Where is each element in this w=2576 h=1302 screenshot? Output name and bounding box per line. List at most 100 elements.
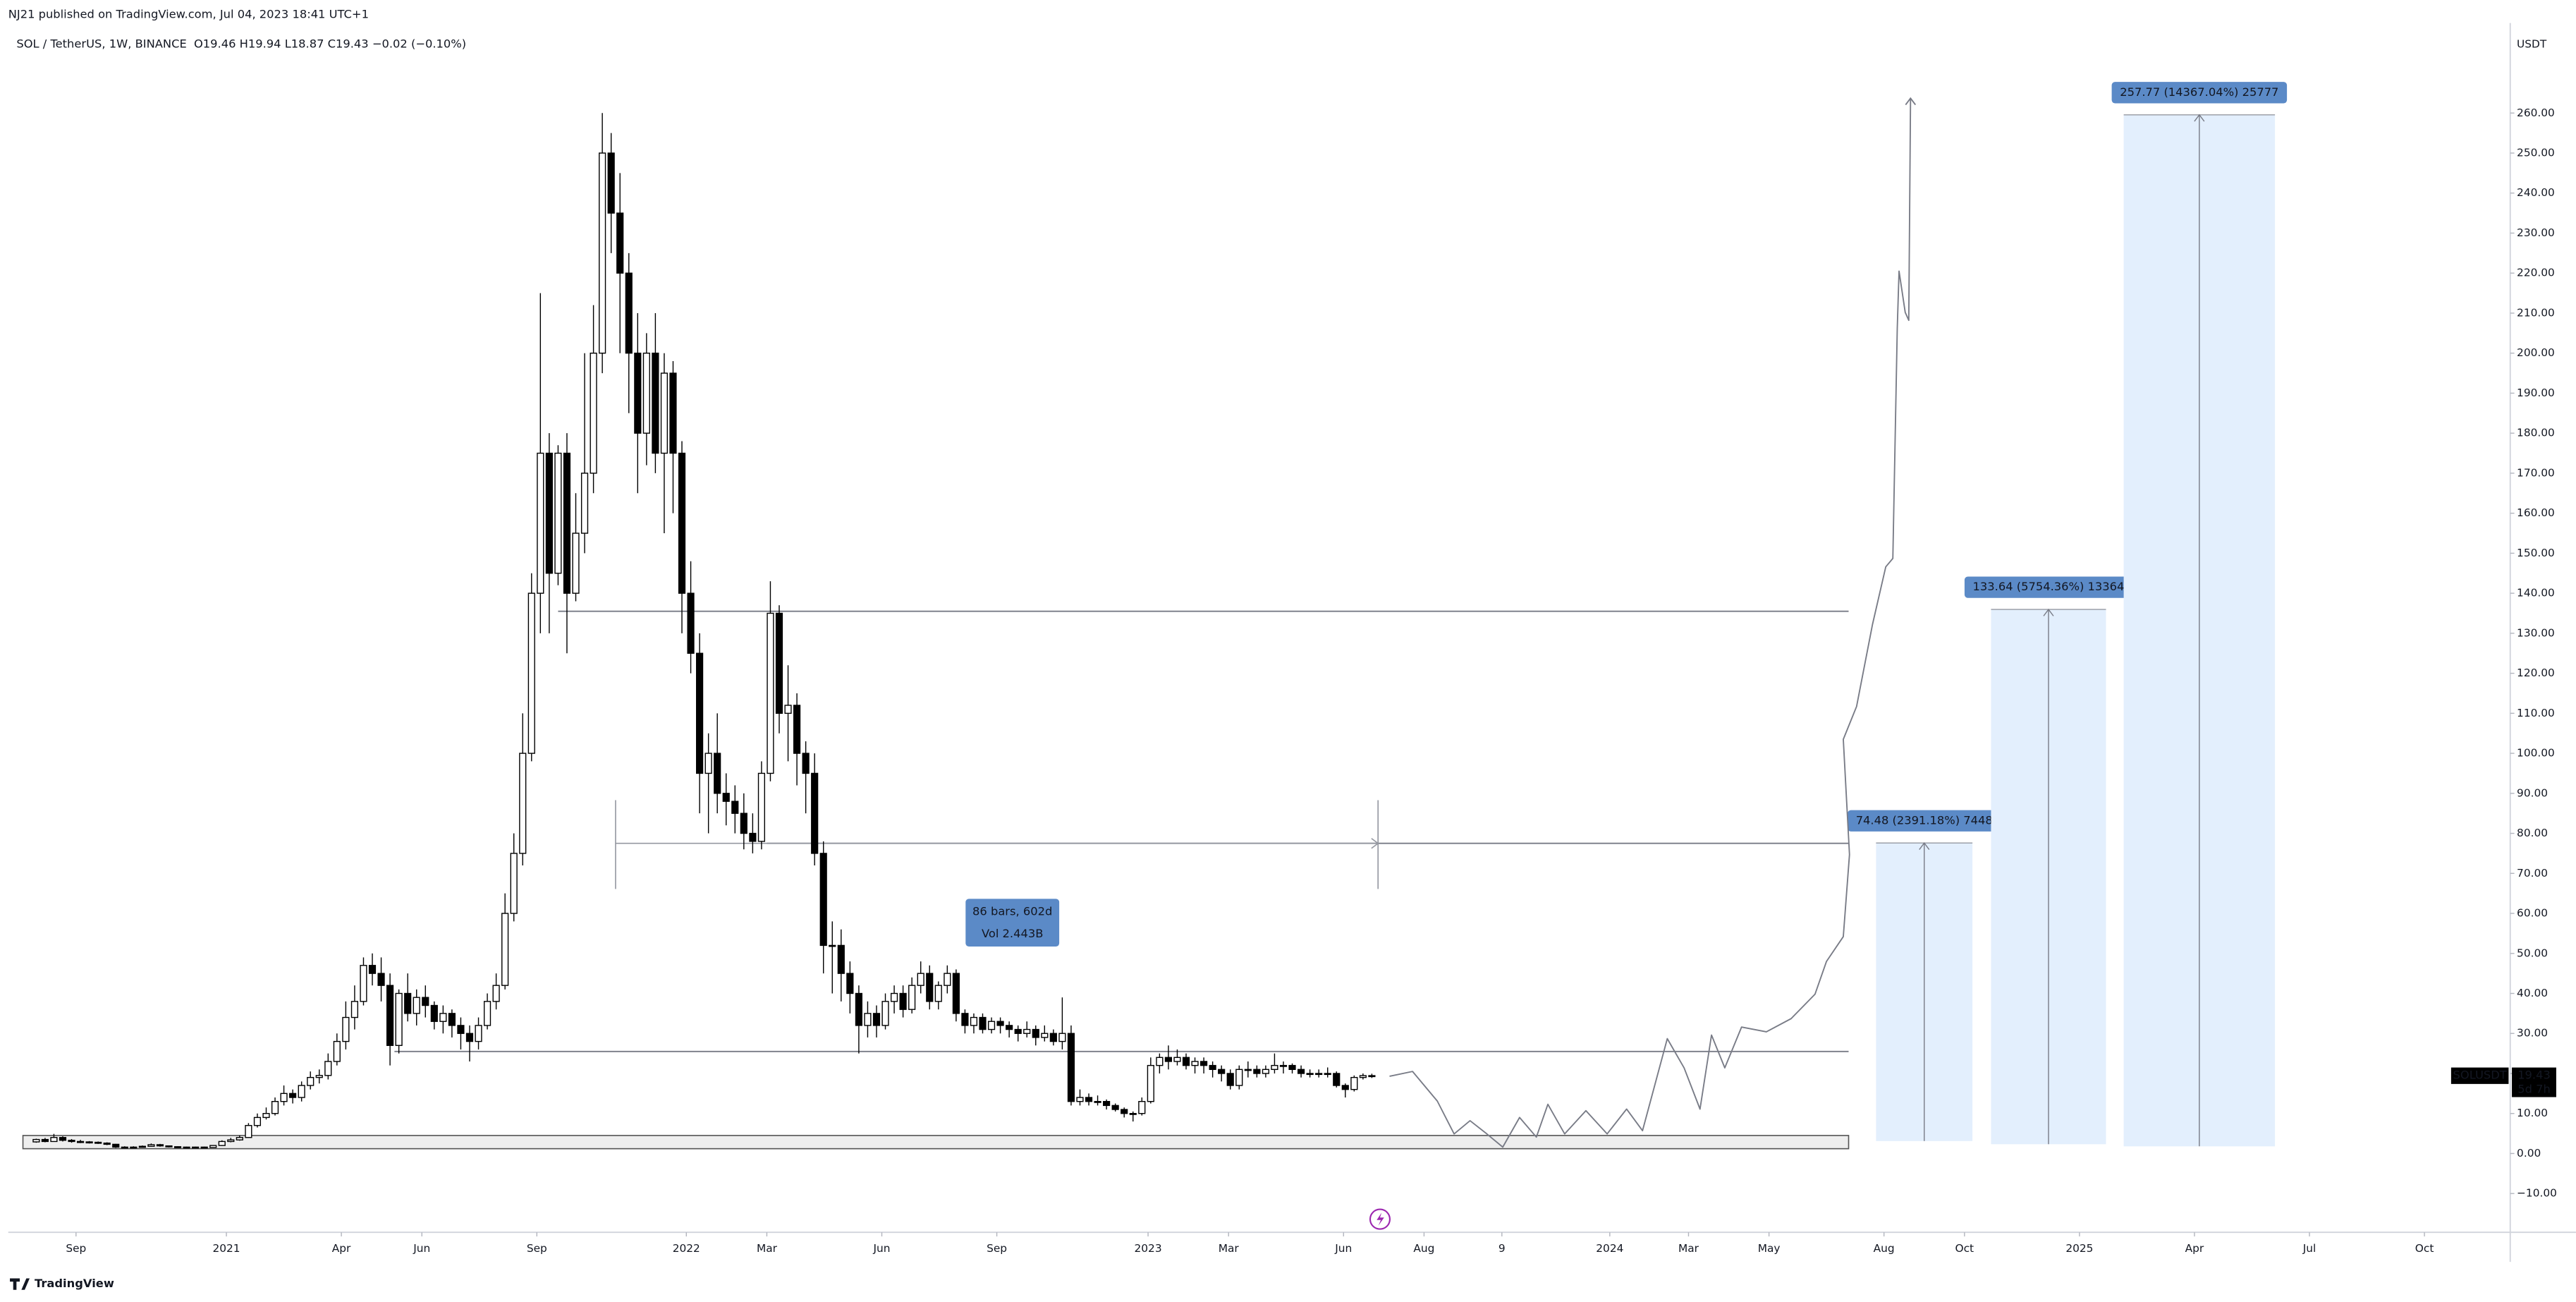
candle-body bbox=[138, 1145, 146, 1148]
x-tick-label: Sep bbox=[527, 1242, 547, 1255]
candle-body bbox=[554, 452, 562, 574]
candle-body bbox=[607, 152, 615, 214]
symbol-title: SOL / TetherUS, 1W, BINANCE bbox=[16, 37, 186, 50]
candle-body bbox=[811, 772, 819, 854]
candle-body bbox=[1067, 1033, 1075, 1102]
candle-body bbox=[740, 813, 747, 834]
position-label: 74.48 (2391.18%) 7448 bbox=[1856, 813, 1993, 827]
candle-body bbox=[501, 913, 509, 986]
x-tick-label: Oct bbox=[2415, 1242, 2434, 1255]
candle-body bbox=[1103, 1100, 1111, 1107]
candle-body bbox=[704, 753, 712, 774]
candle-body bbox=[413, 997, 420, 1014]
candle-body bbox=[696, 652, 704, 774]
candle-body bbox=[722, 793, 730, 802]
symbol-tag: SOLUSDT bbox=[2453, 1069, 2507, 1082]
y-tick-label: 220.00 bbox=[2517, 267, 2555, 279]
candle-body bbox=[802, 753, 810, 774]
x-tick-label: 2025 bbox=[2065, 1242, 2093, 1255]
candle-body bbox=[616, 212, 624, 274]
candle-body bbox=[307, 1076, 315, 1086]
candle-body bbox=[829, 944, 836, 947]
candle-body bbox=[342, 1016, 350, 1042]
y-tick-label: 0.00 bbox=[2517, 1147, 2541, 1160]
logo-mark bbox=[10, 1278, 30, 1290]
candle-body bbox=[527, 592, 535, 754]
candle-body bbox=[926, 973, 934, 1002]
candle-body bbox=[678, 452, 686, 594]
y-tick-label: 190.00 bbox=[2517, 387, 2555, 399]
candle-body bbox=[1049, 1033, 1057, 1042]
x-tick-label: 9 bbox=[1498, 1242, 1506, 1255]
position-arrow-head bbox=[1919, 842, 1930, 850]
replay-icon[interactable] bbox=[1369, 1208, 1391, 1230]
x-tick-label: Mar bbox=[1678, 1242, 1699, 1255]
y-tick-label: 120.00 bbox=[2517, 667, 2555, 679]
candle-body bbox=[1271, 1064, 1278, 1071]
y-tick-label: 70.00 bbox=[2517, 867, 2548, 880]
candle-body bbox=[1244, 1069, 1252, 1071]
replay-bolt[interactable] bbox=[1376, 1212, 1384, 1226]
candle-body bbox=[439, 1013, 447, 1022]
candle-body bbox=[1253, 1069, 1261, 1074]
y-tick-label: 60.00 bbox=[2517, 907, 2548, 920]
candle-body bbox=[642, 353, 650, 434]
y-tick-label: 50.00 bbox=[2517, 947, 2548, 959]
candle-body bbox=[298, 1085, 305, 1098]
ohlc-values: O19.46 H19.94 L18.87 C19.43 −0.02 (−0.10… bbox=[194, 37, 466, 50]
x-tick-label: 2023 bbox=[1135, 1242, 1162, 1255]
candle-body bbox=[1297, 1069, 1305, 1074]
candle-body bbox=[483, 1001, 492, 1026]
symbol-tag-box bbox=[2450, 1067, 2509, 1084]
candle-body bbox=[368, 965, 377, 974]
x-tick-label: Mar bbox=[1219, 1242, 1240, 1255]
x-tick-label: Mar bbox=[757, 1242, 778, 1255]
y-tick-label: 160.00 bbox=[2517, 506, 2555, 519]
x-tick-label: Jun bbox=[1334, 1242, 1352, 1255]
x-tick-label: 2021 bbox=[212, 1242, 240, 1255]
date-range-arrow bbox=[1371, 838, 1379, 849]
candle-body bbox=[1182, 1057, 1190, 1066]
candle-body bbox=[934, 985, 942, 1002]
candle-body bbox=[1262, 1069, 1269, 1074]
candle-body bbox=[899, 992, 907, 1010]
x-tick-label: Aug bbox=[1874, 1242, 1895, 1255]
y-tick-label: 90.00 bbox=[2517, 786, 2548, 799]
x-tick-label: 2022 bbox=[673, 1242, 700, 1255]
candle-body bbox=[377, 973, 385, 986]
candle-body bbox=[1191, 1061, 1199, 1066]
y-tick-label: 200.00 bbox=[2517, 346, 2555, 359]
candle-body bbox=[350, 1001, 359, 1018]
candle-body bbox=[590, 353, 597, 474]
candle-body bbox=[465, 1033, 474, 1042]
date-range-label-box bbox=[965, 899, 1060, 947]
candle-body bbox=[209, 1145, 217, 1148]
candle-body bbox=[572, 533, 580, 594]
candle-body bbox=[68, 1140, 75, 1143]
candle-body bbox=[669, 372, 677, 454]
candle-body bbox=[563, 452, 571, 594]
y-tick-label: 100.00 bbox=[2517, 747, 2555, 760]
candle-body bbox=[537, 452, 544, 594]
candle-body bbox=[1315, 1073, 1323, 1076]
candle-body bbox=[430, 1004, 438, 1022]
candle-body bbox=[492, 985, 500, 1002]
candle-body bbox=[156, 1144, 164, 1147]
countdown: 5d 7h bbox=[2517, 1083, 2551, 1096]
y-tick-label: 240.00 bbox=[2517, 186, 2555, 199]
candle-body bbox=[448, 1013, 456, 1026]
candle-body bbox=[580, 473, 589, 534]
candle-body bbox=[634, 353, 642, 434]
candle-body bbox=[1173, 1057, 1181, 1062]
candle-body bbox=[1076, 1097, 1084, 1102]
zone bbox=[22, 1135, 1850, 1150]
candle-body bbox=[944, 973, 951, 986]
x-tick-label: Jul bbox=[2302, 1242, 2316, 1255]
candle-body bbox=[1209, 1064, 1216, 1071]
candle-body bbox=[864, 1013, 872, 1026]
x-tick-label: Sep bbox=[987, 1242, 1007, 1255]
candle-body bbox=[85, 1141, 93, 1144]
brand-name: TradingView bbox=[35, 1277, 114, 1290]
date-range-label: Vol 2.443B bbox=[982, 927, 1043, 940]
y-tick-label: 180.00 bbox=[2517, 427, 2555, 439]
